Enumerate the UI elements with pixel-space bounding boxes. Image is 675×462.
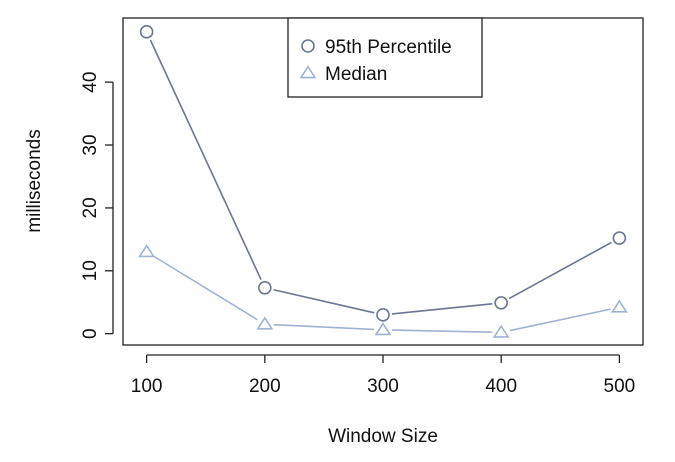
data-point-triangle (492, 324, 510, 338)
series-median (138, 244, 628, 338)
series-line-segment (149, 39, 262, 280)
y-tick-label: 10 (80, 260, 101, 281)
y-tick-label: 40 (80, 72, 101, 93)
y-tick-label: 30 (80, 134, 101, 155)
series-line-segment (273, 323, 375, 331)
data-point-circle (612, 231, 627, 245)
legend-label: Median (325, 64, 387, 85)
axes: 100 200 300 400 500 0 10 20 30 40 (80, 72, 635, 397)
legend-marker-triangle (299, 65, 317, 79)
y-tick-label: 0 (80, 328, 101, 339)
data-point-circle (376, 308, 390, 322)
x-tick-label: 200 (249, 376, 281, 397)
series-line-segment (508, 241, 612, 300)
data-point-circle (494, 296, 508, 310)
legend-box (287, 17, 483, 98)
x-tick-label: 500 (604, 376, 636, 397)
series-line-segment (273, 289, 375, 314)
y-axis-label: milliseconds (24, 129, 45, 232)
x-tick-label: 400 (485, 376, 517, 397)
series-layer (138, 25, 628, 338)
legend-label: 95th Percentile (325, 37, 452, 58)
series-percentile-95 (139, 25, 627, 322)
data-point-triangle (610, 299, 628, 313)
series-line-segment (509, 308, 611, 332)
x-tick-label: 300 (367, 376, 399, 397)
data-point-circle (258, 280, 272, 295)
legend-marker-circle (301, 39, 315, 53)
data-point-triangle (138, 244, 156, 258)
y-tick-label: 20 (80, 197, 101, 218)
x-axis-label: Window Size (328, 426, 438, 447)
legend: 95th Percentile Median (287, 17, 483, 98)
series-line-segment (391, 329, 493, 334)
x-tick-label: 100 (131, 376, 163, 397)
series-line-segment (153, 255, 258, 321)
data-point-triangle (374, 322, 392, 336)
series-line-segment (391, 302, 493, 315)
data-point-circle (139, 25, 154, 39)
data-point-triangle (256, 316, 274, 330)
